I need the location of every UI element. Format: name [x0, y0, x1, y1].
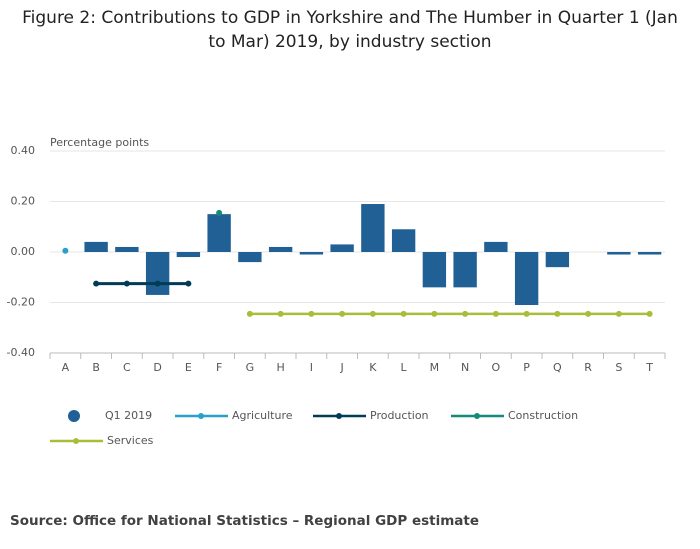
line-point [123, 280, 130, 287]
line-point [492, 310, 499, 317]
line-point [154, 280, 161, 287]
chart-title: Figure 2: Contributions to GDP in Yorksh… [22, 8, 678, 52]
line-point [431, 310, 438, 317]
bar [453, 252, 477, 288]
x-tick-label: D [153, 361, 161, 374]
legend-swatch [474, 413, 480, 419]
x-tick-label: S [615, 361, 622, 374]
x-tick-label: M [430, 361, 440, 374]
x-tick-label: C [123, 361, 131, 374]
bar [145, 252, 170, 295]
x-tick-label: J [340, 361, 344, 374]
x-tick-label: P [523, 361, 530, 374]
y-tick-label: 0.40 [11, 144, 36, 157]
legend-label: Services [107, 434, 154, 447]
bar [361, 204, 385, 252]
x-tick-label: A [62, 361, 70, 374]
bar [268, 246, 293, 252]
x-tick-label: N [461, 361, 469, 374]
line-point [462, 310, 469, 317]
line-point [246, 310, 253, 317]
line-point [277, 310, 284, 317]
bar [207, 214, 231, 252]
bar [176, 252, 201, 258]
y-axis-label: Percentage points [50, 136, 149, 149]
x-tick-label: H [276, 361, 284, 374]
bar [514, 252, 539, 306]
bar [330, 244, 354, 252]
x-tick-label: G [246, 361, 255, 374]
x-tick-label: Q [553, 361, 562, 374]
bar [484, 241, 508, 252]
line-point [400, 310, 407, 317]
bar [391, 229, 416, 252]
bar [637, 252, 662, 255]
x-tick-label: O [492, 361, 501, 374]
x-tick-label: K [369, 361, 377, 374]
line-point [62, 247, 69, 254]
line-point [585, 310, 592, 317]
bar [545, 252, 570, 268]
legend-swatch [198, 413, 204, 419]
line-point [615, 310, 622, 317]
chart: Percentage points 0.40 0.20 0.00 -0.20 -0.40… [7, 136, 666, 447]
source: Source: Office for National Statistics –… [10, 513, 480, 529]
x-tick-label: E [185, 361, 192, 374]
bar [115, 246, 139, 252]
legend-label: Q1 2019 [105, 409, 152, 422]
line-point [93, 280, 100, 287]
x-tick-label: I [310, 361, 313, 374]
bar [299, 252, 324, 255]
y-tick-label: -0.40 [7, 346, 35, 359]
line-point [523, 310, 530, 317]
x-tick-label: L [401, 361, 408, 374]
legend-label: Production [370, 409, 429, 422]
y-tick-label: -0.20 [7, 296, 35, 309]
y-tick-label: 0.20 [11, 195, 36, 208]
legend-label: Agriculture [232, 409, 293, 422]
x-tick-label: T [645, 361, 653, 374]
x-tick-label: B [92, 361, 100, 374]
line-point [339, 310, 346, 317]
line-point [554, 310, 561, 317]
line-point [185, 280, 192, 287]
x-tick-label: F [216, 361, 222, 374]
bar [238, 252, 262, 263]
bar [607, 252, 631, 255]
legend-swatch [73, 438, 79, 444]
line-point [308, 310, 315, 317]
x-tick-label: R [584, 361, 592, 374]
bar [422, 252, 447, 288]
legend-label: Construction [508, 409, 578, 422]
legend-swatch [336, 413, 342, 419]
legend-swatch [68, 410, 80, 422]
bar [84, 241, 108, 252]
y-tick-label: 0.00 [11, 245, 36, 258]
line-point [369, 310, 376, 317]
line-point [646, 310, 653, 317]
line-point [216, 209, 223, 216]
